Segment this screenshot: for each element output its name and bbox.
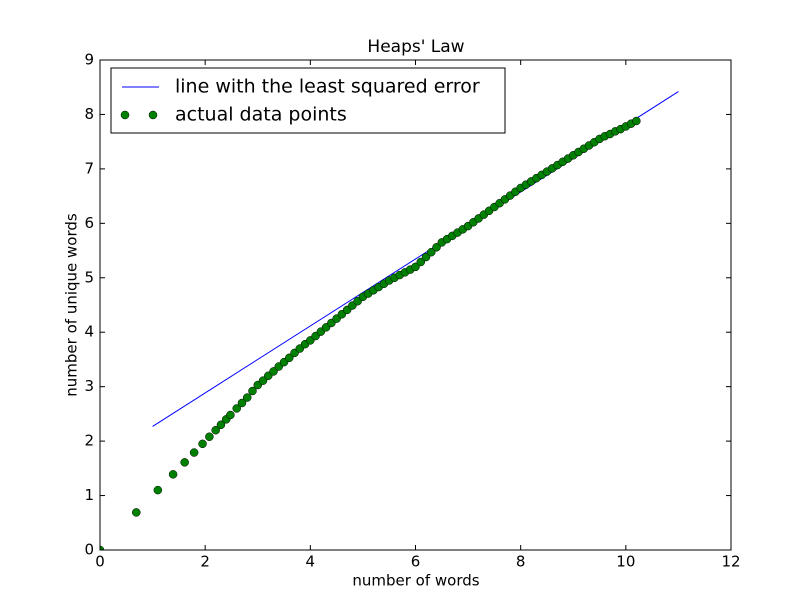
chart-title: Heaps' Law (367, 37, 464, 57)
x-tick-label: 8 (516, 553, 526, 571)
data-point (180, 458, 189, 467)
data-point (168, 470, 178, 479)
data-point (211, 425, 220, 435)
legend-swatch (120, 110, 130, 120)
plot-area (100, 91, 679, 550)
data-point (269, 367, 278, 376)
data-point (189, 448, 199, 457)
data-point (153, 485, 163, 495)
data-point (411, 262, 420, 272)
data-point (258, 376, 268, 385)
x-tick-label: 0 (95, 553, 105, 571)
x-tick-label: 2 (200, 553, 210, 571)
data-point (216, 420, 226, 430)
legend: line with the least squared error actual … (110, 67, 506, 134)
data-point (198, 439, 207, 449)
x-tick-label: 10 (616, 553, 635, 571)
axes-frame (99, 59, 732, 551)
y-tick-label: 0 (84, 541, 94, 559)
y-tick-label: 3 (84, 377, 94, 395)
data-point (632, 116, 641, 126)
y-tick-label: 2 (84, 432, 94, 450)
data-point (132, 508, 141, 517)
x-tick-label: 12 (721, 553, 740, 571)
data-point (248, 386, 257, 396)
x-tick-label: 6 (411, 553, 421, 571)
data-point (416, 257, 426, 267)
x-tick-label: 4 (306, 553, 316, 571)
y-tick-label: 7 (84, 159, 94, 177)
data-point (226, 410, 235, 420)
data-point (232, 404, 241, 413)
legend-box (110, 67, 506, 134)
data-point (285, 353, 294, 363)
y-tick-label: 1 (84, 486, 94, 504)
data-point (237, 398, 247, 408)
y-tick-label: 5 (84, 268, 94, 286)
data-point (432, 243, 441, 252)
legend-label: actual data points (175, 104, 347, 126)
data-point (427, 247, 436, 257)
y-axis-label: number of unique words (63, 213, 81, 397)
legend-swatch (148, 110, 158, 120)
data-point (242, 393, 252, 402)
y-tick-label: 4 (84, 323, 94, 341)
legend-label: line with the least squared error (175, 76, 480, 98)
data-point (100, 545, 105, 550)
x-axis-label: number of words (352, 572, 479, 590)
y-tick-label: 6 (84, 214, 94, 232)
y-tick-label: 9 (84, 51, 94, 69)
data-point (205, 432, 214, 442)
y-tick-label: 8 (84, 105, 94, 123)
data-point (421, 252, 431, 262)
